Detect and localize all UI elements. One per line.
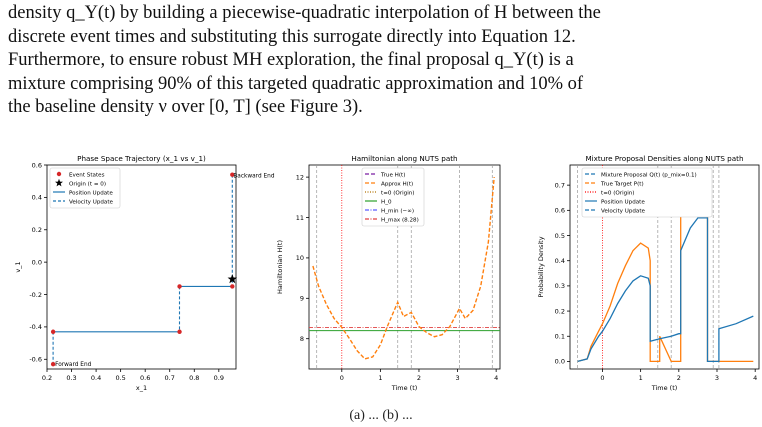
annotation-forward-end: Forward End <box>55 362 91 368</box>
x-axis-label: x_1 <box>136 384 147 392</box>
x-tick-label: 0.2 <box>42 374 52 382</box>
series-mixture-proposal <box>577 217 754 363</box>
paragraph-line-5: the baseline density ν over [0, T] (see … <box>8 97 363 117</box>
event-state-point <box>177 284 182 289</box>
paragraph-line-1: density q_Y(t) by building a piecewise-q… <box>8 3 601 23</box>
origin-star <box>227 274 238 284</box>
legend-label: t=0 (Origin) <box>601 190 635 196</box>
legend-marker <box>55 178 63 187</box>
x-tick-label: 1 <box>639 374 643 382</box>
chart-title: Hamiltonian along NUTS path <box>351 154 457 163</box>
legend-label: Mixture Proposal Q(t) (p_mix=0.1) <box>601 172 697 178</box>
y-tick-label: 10 <box>296 254 304 262</box>
y-tick-label: 0.7 <box>555 181 565 189</box>
y-tick-label: 9 <box>300 295 304 303</box>
legend-label: H_0 <box>381 199 392 205</box>
legend-label: True H(t) <box>380 172 405 178</box>
x-tick-label: 0.3 <box>66 374 76 382</box>
y-axis-label: Hamiltonian H(t) <box>276 240 284 294</box>
x-tick-label: 0 <box>340 374 344 382</box>
y-tick-label: 0.0 <box>32 258 42 266</box>
plot-frame-1 <box>308 164 501 370</box>
x-tick-label: 0.6 <box>140 374 150 382</box>
x-tick-label: 0.9 <box>214 374 224 382</box>
y-tick-label: 0.5 <box>555 232 565 240</box>
x-tick-label: 2 <box>677 374 681 382</box>
legend-label: Position Update <box>69 190 113 196</box>
paragraph-line-3: Furthermore, to ensure robust MH explora… <box>8 50 574 70</box>
y-tick-label: -0.4 <box>29 323 42 331</box>
plot-frame-2 <box>569 164 760 370</box>
legend-marker <box>56 171 62 177</box>
y-tick-label: -0.2 <box>29 291 42 299</box>
y-tick-label: 11 <box>296 214 304 222</box>
event-state-point <box>230 284 235 289</box>
chart-title: Mixture Proposal Densities along NUTS pa… <box>585 154 743 163</box>
event-state-point <box>50 329 56 334</box>
event-state-point <box>177 329 182 334</box>
x-axis-label: Time (t) <box>651 384 678 392</box>
x-tick-label: 0.4 <box>91 374 101 382</box>
y-tick-label: 0.2 <box>32 226 42 234</box>
legend-label: Origin (t = 0) <box>69 181 106 187</box>
event-state-point <box>230 172 235 177</box>
legend-label: H_min (−∞) <box>381 208 414 214</box>
x-tick-label: 4 <box>494 374 498 382</box>
legend-label: Event States <box>69 172 105 178</box>
legend-label: Position Update <box>601 199 645 205</box>
y-axis-label: v_1 <box>14 261 22 272</box>
y-axis-label: Probability Density <box>537 236 545 297</box>
legend-label: True Target P(t) <box>600 181 644 187</box>
legend-phase-space <box>49 167 121 209</box>
x-tick-label: 0.8 <box>189 374 199 382</box>
annotation-backward-end: Backward End <box>233 174 275 180</box>
plot-frame-0 <box>46 164 237 370</box>
series-approx-h <box>312 177 495 360</box>
y-tick-label: -0.6 <box>29 356 42 364</box>
chart-title: Phase Space Trajectory (x_1 vs v_1) <box>77 154 206 163</box>
legend-label: t=0 (Origin) <box>381 190 415 196</box>
x-tick-label: 3 <box>715 374 719 382</box>
y-tick-label: 0.3 <box>555 282 565 290</box>
legend-label: Velocity Update <box>69 199 114 205</box>
y-tick-label: 0.6 <box>555 207 565 215</box>
y-tick-label: 0.0 <box>555 358 565 366</box>
y-tick-label: 0.6 <box>32 161 42 169</box>
figure-3: 0.2 0.3 0.4 0.5 0.6 0.7 0.8 0.9 -0.6 -0.4 -0.2 0.0 0… <box>14 154 760 392</box>
event-state-point <box>50 361 56 367</box>
paragraph-line-2: discrete event times and substituting th… <box>8 26 576 47</box>
x-tick-label: 4 <box>753 374 757 382</box>
x-tick-label: 0.7 <box>165 374 175 382</box>
x-tick-label: 1 <box>378 374 382 382</box>
legend-label: H_max (8.28) <box>381 217 419 223</box>
figure-caption: (a) ... (b) ... <box>349 408 413 423</box>
y-tick-label: 0.4 <box>32 194 42 202</box>
y-tick-label: 0.1 <box>555 333 565 341</box>
x-tick-label: 3 <box>455 374 459 382</box>
legend-label: Velocity Update <box>601 208 646 214</box>
x-tick-label: 2 <box>417 374 421 382</box>
y-tick-label: 8 <box>300 335 304 343</box>
y-tick-label: 12 <box>296 173 304 181</box>
legend-hamiltonian <box>361 167 425 227</box>
legend-label: Approx H(t) <box>381 181 413 187</box>
x-axis-label: Time (t) <box>391 384 418 392</box>
body-paragraph: density q_Y(t) by building a piecewise-q… <box>8 2 754 120</box>
paragraph-line-4: mixture comprising 90% of this targeted … <box>8 73 584 94</box>
y-tick-label: 0.4 <box>555 257 565 265</box>
x-tick-label: 0.5 <box>115 374 125 382</box>
x-tick-label: 0 <box>600 374 604 382</box>
legend-mixture <box>581 167 713 218</box>
y-tick-label: 0.2 <box>555 307 565 315</box>
